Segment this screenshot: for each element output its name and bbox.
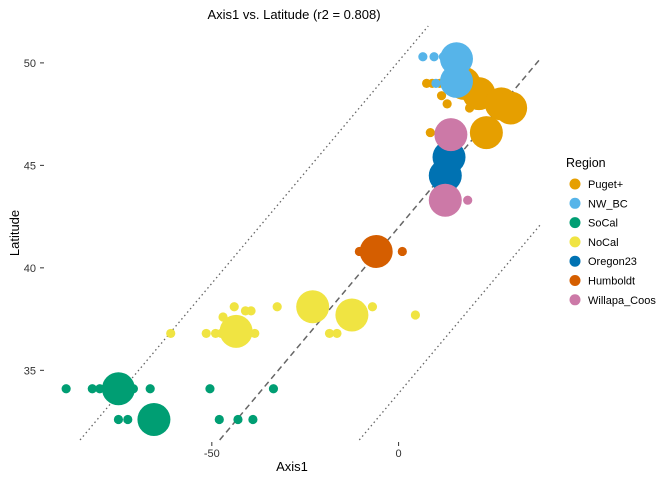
y-axis-title: Latitude (7, 210, 22, 256)
x-tick-label: 0 (396, 448, 402, 460)
point-nocal (332, 328, 342, 339)
point-nw-bc (429, 52, 439, 62)
legend-key-oregon23 (569, 255, 581, 267)
lower-band-line (358, 224, 542, 441)
point-puget- (436, 91, 447, 101)
point-socal (205, 384, 215, 394)
point-socal (233, 414, 243, 425)
y-axis: 35 40 45 50 (24, 58, 44, 377)
x-tick-label: -50 (204, 448, 220, 460)
point-oregon23 (428, 159, 462, 193)
point-socal (101, 372, 135, 406)
legend-title: Region (566, 156, 606, 170)
point-socal (95, 384, 105, 394)
y-tick-label: 45 (24, 160, 36, 172)
point-socal (145, 384, 155, 394)
legend-label-socal: SoCal (588, 218, 618, 230)
point-socal (248, 414, 258, 425)
legend-label-humboldt: Humboldt (588, 276, 635, 288)
point-nw-bc (439, 64, 473, 98)
legend-label-nw-bc: NW_BC (588, 198, 628, 210)
point-nocal (201, 328, 211, 339)
point-humboldt (359, 234, 393, 268)
chart-title: Axis1 vs. Latitude (r2 = 0.808) (207, 7, 380, 22)
point-nw-bc (439, 42, 473, 76)
point-puget- (442, 99, 452, 109)
point-socal (214, 414, 224, 425)
point-nocal (296, 290, 330, 324)
point-nocal (335, 298, 369, 332)
legend-items: Puget+ NW_BC SoCal NoCal Oregon23 Humboldt Wil… (569, 178, 656, 307)
point-socal (61, 384, 71, 394)
point-willapa-coos (463, 195, 473, 205)
point-nocal (367, 302, 378, 312)
point-socal (268, 384, 279, 394)
point-willapa-coos (434, 118, 468, 152)
point-socal (137, 403, 171, 437)
legend: Region Puget+ NW_BC SoCal NoCal Oregon23 Humb… (566, 156, 656, 307)
legend-key-socal (569, 217, 581, 229)
y-tick-label: 35 (24, 365, 36, 377)
legend-label-willapa-coos: Willapa_Coos (588, 295, 656, 307)
point-nocal (219, 314, 253, 348)
legend-label-nocal: NoCal (588, 237, 619, 249)
point-nocal (324, 328, 335, 339)
point-nw-bc (431, 78, 441, 88)
point-willapa-coos (428, 183, 462, 217)
y-tick-label: 50 (24, 58, 36, 70)
point-socal (113, 414, 124, 425)
point-socal (87, 384, 97, 394)
point-socal (123, 414, 133, 425)
prediction-band-lines (79, 25, 542, 441)
data-points (61, 42, 528, 437)
legend-key-humboldt (569, 275, 581, 286)
point-nw-bc (418, 52, 428, 62)
legend-label-puget-: Puget+ (588, 179, 623, 191)
point-nocal (246, 306, 256, 316)
point-puget- (494, 91, 528, 125)
y-tick-label: 40 (24, 263, 36, 275)
legend-key-willapa-coos (569, 294, 581, 306)
point-humboldt (397, 246, 407, 257)
x-axis-title: Axis1 (276, 459, 308, 474)
legend-key-nw-bc (569, 197, 581, 209)
point-nocal (229, 302, 239, 312)
point-puget- (469, 116, 503, 150)
point-nocal (272, 302, 282, 312)
point-nocal (166, 328, 176, 339)
legend-key-puget- (569, 178, 581, 190)
point-nocal (410, 310, 420, 320)
legend-key-nocal (569, 236, 581, 248)
legend-label-oregon23: Oregon23 (588, 256, 637, 268)
point-puget- (425, 127, 435, 138)
upper-band-line (79, 25, 429, 441)
x-axis: -50 0 (204, 442, 402, 460)
